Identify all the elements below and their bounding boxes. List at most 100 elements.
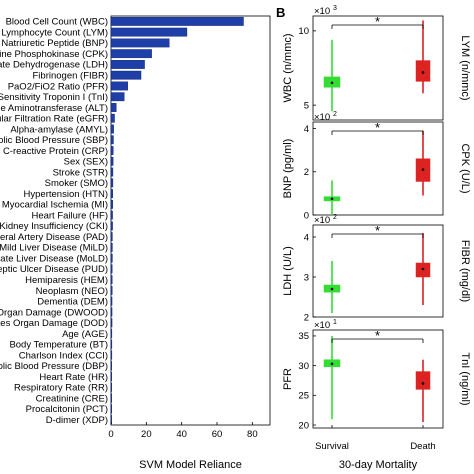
bar: [110, 146, 114, 155]
significance-marker: *: [375, 223, 380, 238]
bar-category-label: Diastolic Blood Pressure (DBP): [0, 361, 108, 372]
bar: [110, 253, 113, 263]
bar-category-label: Neoplasm (NEO): [36, 286, 108, 297]
y-tick-label: 0: [304, 210, 309, 221]
bar: [110, 382, 113, 392]
bar-category-label: Diabetes with Organ Damage (DWOOD): [0, 307, 108, 318]
bar: [110, 38, 170, 48]
bar: [110, 350, 113, 360]
x-tick-label: 80: [247, 429, 258, 440]
bar: [110, 49, 152, 59]
bar-category-label: Natriuretic Peptide (BNP): [1, 38, 108, 49]
box-plot-frame: [312, 329, 444, 429]
bar-category-label: Systolic Blood Pressure (SBP): [0, 135, 108, 146]
bar-category-label: Mild Liver Disease (MiLD): [0, 243, 108, 254]
box-median-dot: [330, 287, 334, 291]
bar: [110, 243, 113, 252]
axis-scale-factor: ×10: [314, 320, 330, 331]
bar-category-label: Creatinine (CRE): [36, 393, 108, 404]
significance-marker: *: [375, 120, 380, 135]
significance-marker: *: [375, 14, 380, 29]
bar-category-label: D-dimer (XDP): [46, 415, 108, 426]
box-median-dot: [330, 197, 334, 201]
bar-category-label: Hypertension (HTN): [24, 189, 108, 200]
x-tick-label: 40: [176, 429, 187, 440]
box-median-dot: [330, 81, 334, 85]
x-tick-label: 60: [212, 429, 223, 440]
bar: [110, 70, 142, 80]
bar: [110, 92, 125, 102]
bar: [110, 404, 113, 414]
y-tick-label: 30: [298, 361, 309, 372]
box-plot-frame: [312, 15, 444, 121]
bar-category-label: Lactate Dehydrogenase (LDH): [0, 60, 108, 71]
box-median-dot: [421, 71, 425, 74]
y-tick-label: 4: [304, 124, 309, 135]
bar-category-label: Moderate Liver Disease (MoLD): [0, 253, 108, 264]
x-axis-label: SVM Model Reliance: [139, 459, 242, 471]
y-tick-label: 2: [304, 167, 309, 178]
bar-category-label: Peripheral Artery Disease (PAD): [0, 232, 108, 243]
box-median-dot: [330, 362, 334, 366]
axis-scale-factor: ×10: [314, 215, 330, 226]
x-axis-label-b: 30-day Mortality: [339, 459, 418, 471]
bar: [110, 210, 113, 220]
x-tick-label: 0: [108, 429, 113, 440]
axis-scale-factor: ×10: [314, 6, 330, 17]
bar-category-label: Myocardial Ischemia (MI): [2, 200, 108, 211]
y-tick-label: 10: [298, 26, 309, 37]
bar: [110, 393, 113, 403]
bar: [110, 307, 113, 317]
y-tick-label: 5: [304, 100, 309, 111]
bar-category-label: Sex (SEX): [64, 157, 108, 168]
bar-category-label: Heart Failure (HF): [31, 210, 108, 221]
panel-label: B: [276, 5, 285, 20]
axis-scale-exponent: 3: [333, 5, 337, 12]
significance-marker: *: [375, 328, 380, 343]
bar: [110, 167, 114, 177]
bar: [110, 361, 113, 371]
bar-category-label: Creatine Phosphokinase (CPK): [0, 49, 108, 60]
y-tick-label: 3: [304, 272, 309, 283]
bar: [110, 372, 113, 381]
bar-category-label: Smoker (SMO): [45, 178, 108, 189]
axis-scale-exponent: 2: [333, 111, 337, 118]
y-axis-label-left: WBC (n/mmc): [282, 33, 294, 102]
bar: [110, 339, 113, 349]
bar: [110, 60, 145, 69]
bar-category-label: Hemiparesis (HEM): [25, 275, 108, 286]
bar: [110, 264, 113, 274]
group-tick-label: Death: [410, 441, 435, 452]
bar: [110, 16, 244, 26]
bar: [110, 296, 113, 306]
box-median-dot: [421, 267, 425, 271]
y-axis-label-left: LDH (U/L): [282, 246, 294, 296]
y-tick-label: 35: [298, 331, 309, 342]
bar-category-label: Peptic Ulcer Disease (PUD): [0, 264, 108, 275]
bar-category-label: High Sensitivity Troponin I (TnI): [0, 92, 108, 103]
bar: [110, 318, 113, 328]
bar-category-label: Blood Cell Count (WBC): [6, 17, 108, 28]
bar-category-label: Fibrinogen (FIBR): [33, 70, 109, 81]
box-plot-frame: [312, 224, 444, 318]
bar: [110, 286, 113, 295]
y-tick-label: 2: [304, 312, 309, 323]
bar: [110, 275, 113, 285]
bar-category-label: Chronic Kidney Insufficiency (CKI): [0, 221, 108, 232]
bar-category-label: Heart Rate (HR): [39, 372, 108, 383]
box-median-dot: [421, 382, 425, 385]
bar-category-label: PaO2/FiO2 Ratio (PFR): [8, 81, 108, 92]
bar: [110, 221, 113, 231]
bar: [110, 124, 114, 134]
box-iqr: [415, 371, 431, 390]
bar: [110, 329, 113, 338]
bar-plot-frame: [110, 15, 271, 426]
bar: [110, 113, 115, 123]
y-axis-label-right: FIBR (mg/dl): [459, 240, 471, 302]
box-median-dot: [421, 168, 425, 171]
bar: [110, 156, 114, 166]
bar-category-label: Alanine Aminotransferase (ALT): [0, 103, 108, 114]
y-axis-label-left: PFR: [282, 368, 294, 390]
